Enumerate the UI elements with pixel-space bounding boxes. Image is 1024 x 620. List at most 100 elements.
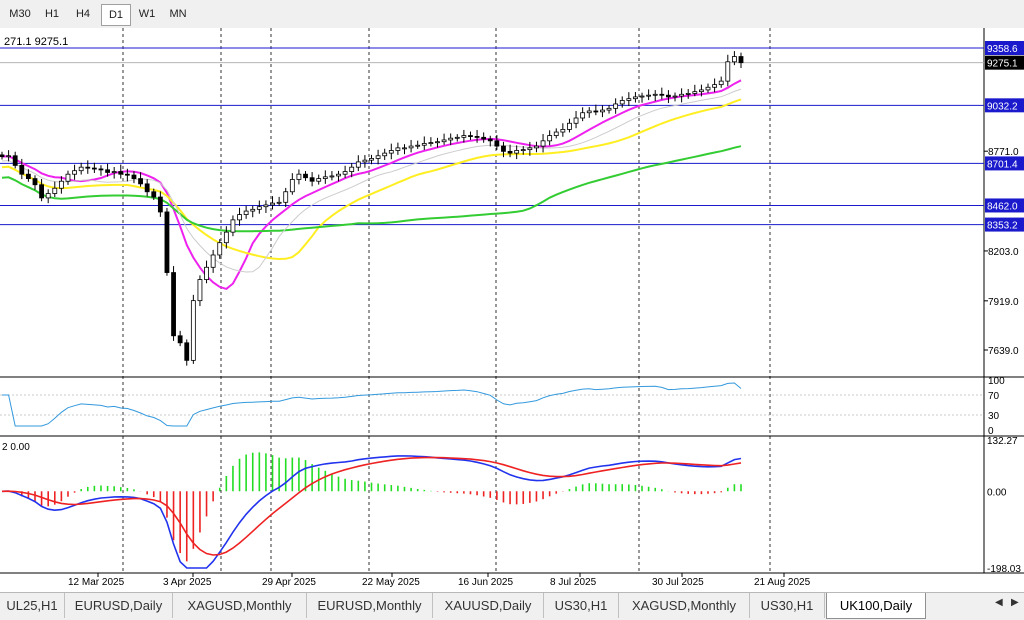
- candle-body: [52, 187, 58, 194]
- candle-body: [256, 206, 262, 210]
- candle-body: [12, 155, 18, 166]
- level-label: 9032.2: [987, 101, 1018, 112]
- price-chart[interactable]: 9358.6 9032.2 8701.4 8462.0 8353.2 9275.1 100…: [0, 28, 1024, 592]
- ma-slow-line: [1, 145, 742, 233]
- candle-body: [349, 166, 355, 172]
- candle-body: [190, 300, 196, 361]
- candle-body: [725, 61, 731, 82]
- candle-body: [659, 93, 665, 96]
- date-label: 21 Aug 2025: [754, 577, 811, 588]
- candle-body: [507, 150, 513, 154]
- candle-body: [652, 93, 658, 96]
- macd-scale-label: 132.27: [987, 436, 1018, 447]
- candle-body: [32, 178, 38, 186]
- candle-body: [217, 242, 223, 256]
- level-label: 8462.0: [987, 201, 1018, 212]
- candle-body: [111, 171, 117, 173]
- candle-body: [362, 159, 368, 163]
- candle-body: [468, 135, 473, 137]
- macd-line: [1, 455, 742, 569]
- candle-body: [705, 86, 711, 91]
- main-pane-bg: [0, 28, 1024, 592]
- date-label: 30 Jul 2025: [652, 577, 704, 588]
- tf-h4[interactable]: H4: [75, 8, 91, 20]
- candle-body: [738, 56, 744, 64]
- scroll-left-icon[interactable]: ◀: [995, 597, 1003, 608]
- candle-body: [105, 169, 110, 173]
- candle-body: [157, 196, 163, 213]
- level-label-bg: [985, 156, 1024, 171]
- horizontal-levels[interactable]: 9358.6 9032.2 8701.4 8462.0 8353.2 9275.1: [0, 41, 1024, 232]
- candle-body: [593, 110, 599, 113]
- candle-body: [98, 168, 104, 171]
- tab-xagusd-monthly[interactable]: XAGUSD,Monthly: [173, 593, 307, 618]
- candle-body: [626, 98, 632, 101]
- candle-body: [494, 140, 500, 147]
- candle-body: [718, 80, 724, 86]
- candle-body: [78, 166, 84, 172]
- candle-body: [527, 147, 533, 151]
- level-label-bg: [985, 41, 1024, 55]
- candle-body: [276, 201, 282, 204]
- tab-xauusd-daily[interactable]: XAUUSD,Daily: [433, 593, 544, 618]
- candle-body: [573, 117, 579, 124]
- candle-body: [672, 95, 678, 98]
- tf-mn[interactable]: MN: [169, 8, 187, 20]
- candle-body: [388, 150, 394, 154]
- rsi-level-label: 30: [988, 411, 1000, 422]
- candle-body: [448, 137, 454, 141]
- tab-xagusd-monthly-2[interactable]: XAGUSD,Monthly: [619, 593, 750, 618]
- candle-body: [514, 150, 520, 154]
- tf-w1[interactable]: W1: [138, 8, 156, 20]
- level-label-bg: [985, 217, 1024, 232]
- candle-body: [580, 112, 586, 119]
- candle-body: [712, 84, 718, 88]
- candle-body: [197, 279, 203, 302]
- candle-body: [679, 93, 685, 97]
- price-tick-label: 7919.0: [988, 297, 1019, 308]
- candle-body: [336, 173, 341, 177]
- candle-body: [646, 94, 652, 97]
- candle-body: [171, 272, 176, 337]
- ma-grey-line: [1, 88, 742, 273]
- tab-ul25-h1[interactable]: UL25,H1: [0, 593, 65, 618]
- candle-body: [501, 145, 506, 152]
- candle-body: [600, 109, 605, 113]
- candle-body: [685, 93, 691, 95]
- candle-body: [72, 170, 77, 175]
- tf-m30[interactable]: M30: [9, 8, 31, 20]
- candle-body: [415, 144, 421, 147]
- candle-body: [243, 210, 249, 215]
- rsi-pane: 100 70 30 0: [0, 376, 1005, 437]
- macd-signal-line: [1, 456, 742, 556]
- candle-body: [296, 173, 302, 180]
- tab-us30-h1-2[interactable]: US30,H1: [750, 593, 825, 618]
- ma-fast-line: [1, 79, 742, 291]
- scroll-right-icon[interactable]: ▶: [1011, 597, 1019, 608]
- candle-body: [692, 91, 698, 94]
- tab-eurusd-daily[interactable]: EURUSD,Daily: [65, 593, 173, 618]
- candle-body: [540, 140, 546, 147]
- tab-uk100-daily[interactable]: UK100,Daily: [826, 593, 926, 619]
- tab-eurusd-monthly[interactable]: EURUSD,Monthly: [307, 593, 433, 618]
- candle-body: [25, 173, 31, 179]
- candle-body: [151, 191, 157, 198]
- candle-body: [144, 183, 150, 193]
- candle-body: [454, 136, 460, 139]
- date-axis: 12 Mar 2025 3 Apr 2025 29 Apr 2025 22 May 2…: [68, 573, 811, 588]
- candle-body: [118, 171, 124, 175]
- candle-body: [547, 135, 553, 142]
- candle-body: [441, 139, 447, 143]
- candle-body: [283, 191, 289, 203]
- price-axis: 8771.0 8203.0 7919.0 7639.0: [984, 147, 1019, 357]
- tf-d1[interactable]: D1: [101, 4, 131, 26]
- candle-body: [619, 100, 625, 105]
- candle-body: [586, 110, 592, 114]
- tf-h1[interactable]: H1: [44, 8, 60, 20]
- ohlc-info: 271.1 9275.1: [4, 36, 68, 48]
- tab-us30-h1[interactable]: US30,H1: [544, 593, 619, 618]
- candle-body: [369, 157, 374, 161]
- price-tick-label: 8203.0: [988, 247, 1019, 258]
- candle-body: [487, 138, 493, 142]
- candle-body: [131, 174, 137, 179]
